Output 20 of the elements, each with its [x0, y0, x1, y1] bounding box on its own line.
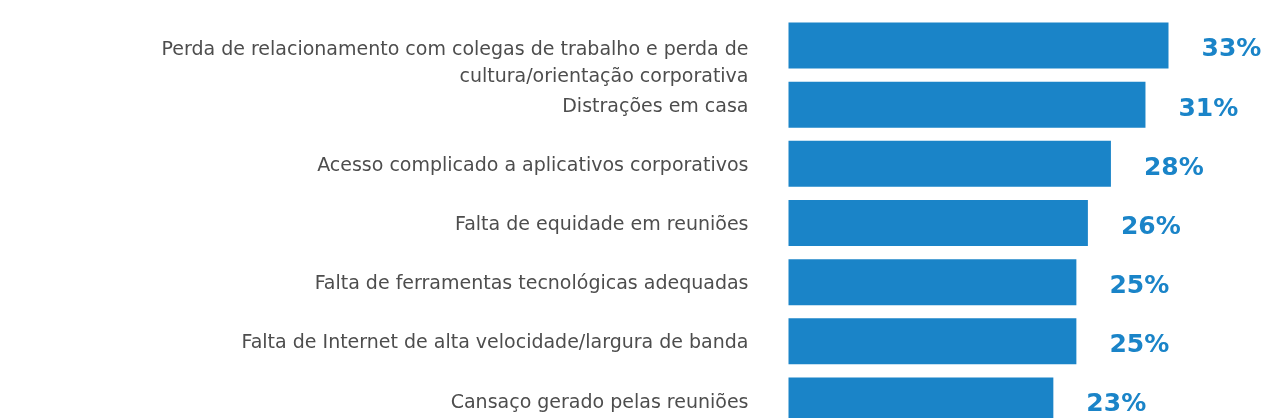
bar: [788, 140, 1111, 187]
data-label: 33%: [1201, 33, 1262, 63]
bar: [788, 22, 1169, 69]
data-label: 25%: [1109, 270, 1170, 300]
y-tick-label: Acesso complicado a aplicativos corporativos: [317, 152, 749, 175]
y-tick-label: Falta de Internet de alta velocidade/largura de banda: [241, 330, 749, 353]
data-label: 26%: [1120, 210, 1181, 240]
data-label: 25%: [1109, 329, 1170, 359]
y-tick-label: Falta de ferramentas tecnológicas adequadas: [314, 271, 749, 294]
bar: [788, 200, 1088, 246]
bar: [788, 81, 1146, 128]
bar: [788, 259, 1077, 306]
y-tick-label: Perda de relacionamento com colegas de trabalho e perda de cultura/orientação corporativa: [161, 36, 749, 87]
y-tick-label: Distrações em casa: [562, 93, 749, 116]
bar: [788, 318, 1077, 365]
y-tick-label: Falta de equidade em reuniões: [455, 211, 749, 234]
y-tick-label: Cansaço gerado pelas reuniões: [450, 389, 749, 412]
data-label: 28%: [1143, 151, 1204, 181]
data-label: 23%: [1086, 388, 1147, 418]
data-label: 31%: [1178, 92, 1239, 122]
